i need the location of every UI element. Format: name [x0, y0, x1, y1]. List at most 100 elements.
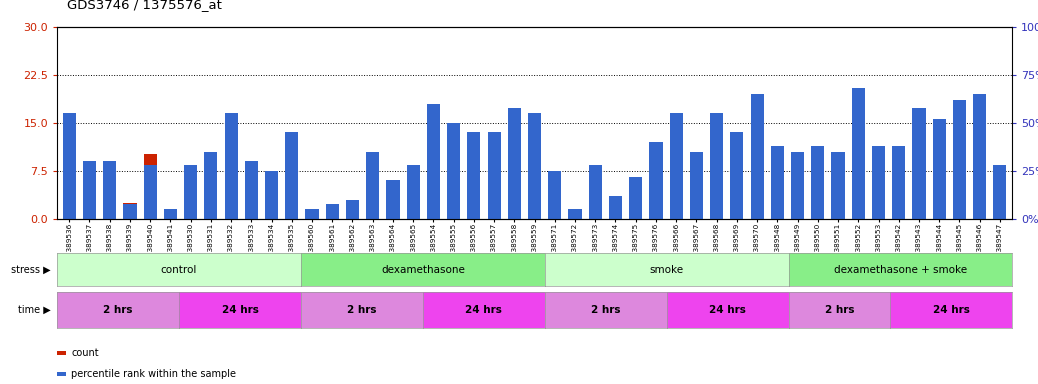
Bar	[508, 108, 521, 219]
Bar	[750, 94, 764, 219]
Bar	[366, 152, 379, 219]
Bar	[852, 107, 865, 219]
Bar	[204, 164, 217, 219]
Bar	[184, 174, 197, 219]
Text: stress ▶: stress ▶	[11, 265, 51, 275]
Bar	[993, 165, 1007, 219]
Bar	[83, 161, 97, 219]
Bar	[164, 209, 176, 219]
Bar	[731, 149, 743, 219]
Bar	[508, 118, 521, 219]
Text: 24 hrs: 24 hrs	[465, 305, 502, 315]
Bar	[407, 165, 419, 219]
Bar	[791, 161, 804, 219]
Bar	[690, 158, 703, 219]
Text: control: control	[161, 265, 197, 275]
Bar	[265, 175, 278, 219]
Bar	[710, 113, 723, 219]
Bar	[548, 173, 562, 219]
Bar	[670, 113, 683, 219]
Bar	[346, 203, 359, 219]
Bar	[143, 165, 157, 219]
Bar	[650, 155, 662, 219]
Bar	[569, 209, 581, 219]
Bar	[609, 196, 622, 219]
Bar	[953, 122, 966, 219]
Text: GDS3746 / 1375576_at: GDS3746 / 1375576_at	[67, 0, 222, 12]
Bar	[650, 142, 662, 219]
Text: 24 hrs: 24 hrs	[933, 305, 969, 315]
Bar	[973, 107, 986, 219]
Bar	[932, 119, 946, 219]
Bar	[831, 152, 845, 219]
Bar	[912, 120, 926, 219]
Bar	[629, 177, 643, 219]
Bar	[467, 132, 481, 219]
Bar	[932, 129, 946, 219]
Bar	[124, 204, 137, 219]
Text: 2 hrs: 2 hrs	[824, 305, 854, 315]
Bar	[812, 155, 824, 219]
Text: count: count	[72, 348, 99, 358]
Bar	[245, 161, 257, 219]
Bar	[710, 129, 723, 219]
Bar	[326, 206, 338, 219]
Bar	[143, 154, 157, 219]
Bar	[265, 171, 278, 219]
Text: time ▶: time ▶	[18, 305, 51, 315]
Bar	[224, 113, 238, 219]
Bar	[831, 164, 845, 219]
Bar	[872, 146, 885, 219]
Bar	[103, 177, 116, 219]
Text: 24 hrs: 24 hrs	[221, 305, 258, 315]
Bar	[953, 100, 966, 219]
Bar	[103, 161, 116, 219]
Bar	[670, 129, 683, 219]
Bar	[893, 158, 905, 219]
Bar	[164, 209, 176, 219]
Bar	[528, 113, 541, 219]
Bar	[305, 211, 319, 219]
Bar	[326, 204, 338, 219]
Bar	[407, 171, 419, 219]
Bar	[791, 152, 804, 219]
Bar	[427, 120, 440, 219]
Bar	[548, 171, 562, 219]
Bar	[447, 139, 460, 219]
Bar	[993, 171, 1007, 219]
Text: 2 hrs: 2 hrs	[347, 305, 377, 315]
Bar	[366, 161, 379, 219]
Bar	[528, 139, 541, 219]
Bar	[285, 132, 298, 219]
Bar	[386, 184, 400, 219]
Bar	[629, 177, 643, 219]
Bar	[204, 152, 217, 219]
Bar	[609, 197, 622, 219]
Bar	[852, 88, 865, 219]
Bar	[893, 146, 905, 219]
Text: 2 hrs: 2 hrs	[591, 305, 621, 315]
Bar	[812, 146, 824, 219]
Bar	[62, 113, 76, 219]
Bar	[62, 155, 76, 219]
Bar	[731, 132, 743, 219]
Bar	[488, 132, 500, 219]
Bar	[589, 171, 602, 219]
Bar	[973, 94, 986, 219]
Bar	[83, 168, 97, 219]
Bar	[285, 155, 298, 219]
Text: percentile rank within the sample: percentile rank within the sample	[72, 369, 237, 379]
Bar	[569, 211, 581, 219]
Bar	[690, 152, 703, 219]
Bar	[467, 152, 481, 219]
Bar	[224, 142, 238, 219]
Bar	[771, 158, 784, 219]
Bar	[912, 108, 926, 219]
Text: 24 hrs: 24 hrs	[709, 305, 746, 315]
Bar	[305, 209, 319, 219]
Bar	[589, 165, 602, 219]
Text: smoke: smoke	[650, 265, 684, 275]
Bar	[872, 158, 885, 219]
Bar	[184, 165, 197, 219]
Bar	[488, 152, 500, 219]
